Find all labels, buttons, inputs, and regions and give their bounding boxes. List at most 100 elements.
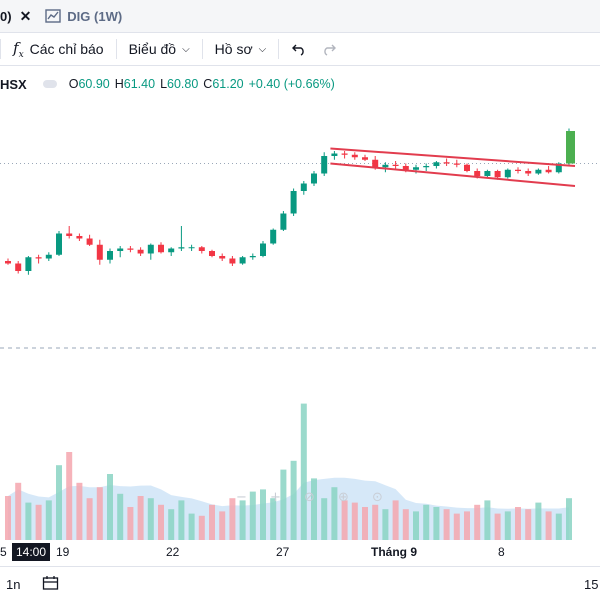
volume-bar — [290, 460, 297, 540]
candle — [147, 244, 154, 254]
volume-bar — [566, 498, 572, 540]
time-label: 27 — [276, 545, 290, 559]
channel-lower-line — [330, 162, 576, 187]
undo-icon — [292, 44, 304, 56]
toolbar-divider — [115, 39, 117, 59]
volume-bar — [25, 502, 32, 540]
zoom-control-icon[interactable]: ⊕ — [338, 490, 349, 505]
candle — [5, 261, 11, 264]
toolbar-divider — [278, 39, 280, 59]
volume-bar — [147, 498, 154, 540]
zoom-control-icon[interactable]: − — [236, 490, 247, 505]
toolbar-divider — [0, 39, 1, 59]
time-label: 5 — [0, 545, 7, 559]
volume-bar — [484, 500, 491, 540]
volume-bar — [423, 504, 430, 540]
volume-bar — [45, 500, 52, 540]
candle — [382, 164, 389, 168]
volume-bar — [362, 507, 368, 540]
candle — [331, 153, 338, 156]
volume-bar — [5, 496, 11, 540]
volume-bar — [15, 482, 22, 540]
chart-toolbar: fx Các chỉ báo Biểu đồ ⌵ Hồ sơ ⌵ — [0, 33, 600, 66]
fx-icon: fx — [13, 38, 24, 60]
low-value: 60.80 — [167, 77, 199, 91]
interval-1n-button[interactable]: 1n — [6, 577, 21, 592]
tab-active[interactable]: 0) ✕ — [0, 8, 31, 25]
close-value: 61.20 — [212, 77, 244, 91]
volume-bar — [464, 511, 470, 540]
candle — [494, 171, 501, 178]
volume-bar — [504, 511, 511, 540]
close-icon[interactable]: ✕ — [19, 7, 32, 24]
candle — [35, 257, 42, 259]
volume-bar — [260, 489, 266, 540]
volume-bar — [188, 513, 195, 540]
volume-bar — [494, 513, 501, 540]
profile-dropdown[interactable]: Hồ sơ ⌵ — [203, 33, 279, 65]
open-value: 60.90 — [78, 77, 110, 91]
indicators-button[interactable]: fx Các chỉ báo — [1, 33, 116, 65]
low-label: L — [160, 77, 168, 91]
channel-upper-line — [330, 147, 576, 167]
candle — [402, 166, 409, 170]
volume-bar — [137, 496, 144, 540]
volume-bar — [545, 511, 552, 540]
price-chart[interactable]: − + ⊘ ⊕ ⊙ — [0, 96, 600, 540]
volume-bar — [229, 498, 236, 540]
candle — [372, 159, 379, 168]
candle — [198, 247, 205, 251]
candle — [280, 213, 287, 230]
volume-bar — [168, 509, 175, 540]
candle — [260, 243, 266, 256]
candle — [423, 166, 430, 168]
more-icon[interactable] — [42, 80, 57, 88]
candle — [341, 153, 348, 155]
candle — [300, 183, 307, 191]
chart-type-dropdown[interactable]: Biểu đồ ⌵ — [117, 33, 202, 65]
high-value: 61.40 — [123, 77, 156, 91]
volume-bar — [443, 509, 450, 540]
candle — [413, 167, 419, 170]
candle — [86, 238, 93, 245]
volume-bar — [117, 493, 124, 540]
volume-bar — [209, 504, 215, 540]
candle — [229, 258, 236, 264]
volume-bar — [474, 504, 481, 540]
zoom-control-icon[interactable]: ⊙ — [372, 490, 383, 505]
volume-bar — [525, 509, 532, 540]
zoom-control-icon[interactable]: + — [270, 490, 281, 505]
candle — [219, 256, 226, 259]
volume-bar — [270, 498, 277, 540]
volume-bar — [392, 500, 399, 540]
candle — [433, 162, 440, 166]
calendar-icon[interactable] — [42, 575, 60, 594]
candle — [239, 257, 246, 264]
candle — [25, 257, 32, 271]
exchange-label: HSX — [0, 76, 27, 92]
volume-bar — [535, 502, 542, 540]
candle — [443, 162, 450, 164]
candle — [515, 169, 521, 171]
zoom-control-icon[interactable]: ⊘ — [304, 490, 315, 505]
volume-bar — [331, 487, 338, 540]
candle — [555, 163, 562, 173]
volume-bar — [351, 502, 358, 540]
candle — [188, 247, 195, 249]
candle — [321, 156, 328, 174]
volume-bar — [341, 500, 348, 540]
redo-button[interactable] — [319, 33, 349, 65]
tab-dig[interactable]: DIG (1W) — [45, 9, 122, 24]
candle — [504, 169, 511, 178]
chart-icon — [45, 9, 61, 23]
candle — [464, 164, 470, 171]
volume-bar — [76, 482, 83, 540]
tab-dig-label: DIG (1W) — [67, 8, 123, 24]
candle — [362, 157, 368, 160]
volume-bar — [107, 474, 113, 540]
chart-type-label: Biểu đồ — [128, 41, 177, 57]
volume-bar — [311, 478, 317, 540]
undo-button[interactable] — [279, 33, 319, 65]
volume-bar — [239, 500, 246, 540]
volume-bar — [35, 504, 42, 540]
